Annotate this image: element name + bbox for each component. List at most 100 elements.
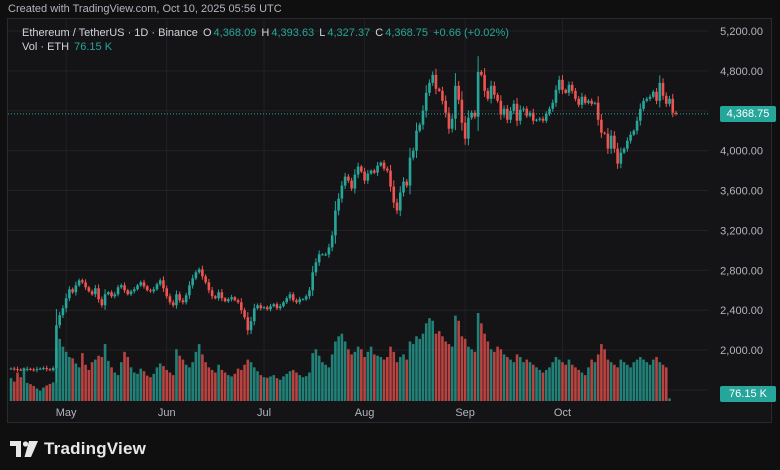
volume-bar [139,368,143,401]
candle-body [132,289,136,292]
volume-bar [564,364,568,401]
candle-body [557,79,561,90]
grid-lines [8,19,708,397]
volume-bar [81,353,84,401]
volume-bar [583,375,587,401]
candle-body [366,173,370,181]
volume-bar [71,358,74,401]
candle-body [590,100,593,104]
volume-bar [616,367,619,401]
candle-body [298,299,302,303]
volume-bar [421,333,425,401]
volume-bar [531,364,535,401]
candle-body [227,299,230,302]
candle-body [373,170,376,173]
candle-body [71,289,74,293]
volume-bar [9,378,13,401]
candle-body [424,92,428,111]
time-tick-label: Jun [158,407,176,419]
tradingview-logo-icon [10,441,38,457]
volume-bar [541,372,545,401]
volume-bar [278,379,282,401]
candle-body [25,368,29,370]
candle-body [291,294,295,301]
candle-body [100,299,104,306]
volume-bar [486,341,490,401]
candle-body [233,297,237,301]
candle-body [587,100,590,103]
volume-bar [220,369,224,401]
candle-body [613,135,616,149]
candle-body [220,292,224,299]
high-label: H [261,27,270,39]
volume-bar [457,320,460,401]
volume-bar [207,367,211,401]
volume-bar [356,346,360,401]
candle-body [116,287,120,295]
candle-body [379,162,383,166]
high-value: 4,393.63 [271,27,315,39]
volume-bar [48,383,52,401]
candle-body [171,302,175,306]
candle-body [194,272,198,279]
volume-bar [223,372,227,401]
candle-body [574,90,577,99]
candle-body [645,98,649,101]
candle-body [619,152,623,164]
candle-body [606,133,610,149]
volume-bar [363,357,366,401]
candle-body [356,166,360,175]
candle-body [395,202,399,211]
candle-body [668,98,671,104]
volume-bar [512,362,516,401]
candlestick-chart[interactable]: 1,600.002,000.002,400.002,800.003,200.00… [8,19,771,422]
candle-body [87,287,91,292]
volume-bar [535,367,538,401]
volume-bar [544,369,548,401]
volume-bar [467,346,470,401]
candle-body [596,102,600,120]
candle-body [269,306,272,310]
candle-body [240,302,243,311]
volume-bar [444,341,447,401]
candle-body [282,302,285,307]
candle-body [308,290,311,297]
chart-panel[interactable]: 1,600.002,000.002,400.002,800.003,200.00… [7,18,776,423]
volume-bar [25,382,29,401]
volume-bar [548,367,551,401]
volume-bar [162,366,165,401]
volume-bar [246,359,250,401]
volume-bar [609,362,613,401]
volume-bar [308,372,311,401]
volume-bar [22,367,26,401]
volume-bar [450,346,454,401]
candle-body [230,297,233,300]
volume-bar [155,367,159,401]
candle-body [58,315,61,326]
volume-label[interactable]: Vol · ETH [22,41,70,53]
candle-body [9,368,13,370]
candle-body [457,85,460,100]
candle-body [593,102,597,104]
candle-body [158,280,162,285]
candle-body [551,102,555,109]
volume-bar [522,362,525,401]
volume-bar [136,373,139,401]
symbol-title[interactable]: Ethereum / TetherUS · 1D · Binance [22,27,198,39]
price-tick-label: 2,400.00 [720,305,763,317]
candle-body [402,181,405,193]
volume-bar [606,359,610,401]
volume-bar [376,355,379,401]
volume-bar [58,338,61,401]
candle-body [252,308,256,322]
candle-body [360,166,363,172]
volume-bar [191,362,194,401]
candle-body [337,198,340,211]
volume-bar [304,376,308,401]
low-label: L [319,27,326,39]
legend-ohlc: Ethereum / TetherUS · 1D · Binance O 4,36… [22,27,511,39]
candle-body [376,165,379,173]
volume-bar [45,385,48,401]
volume-bar [230,376,233,401]
volume-bar [658,362,662,401]
